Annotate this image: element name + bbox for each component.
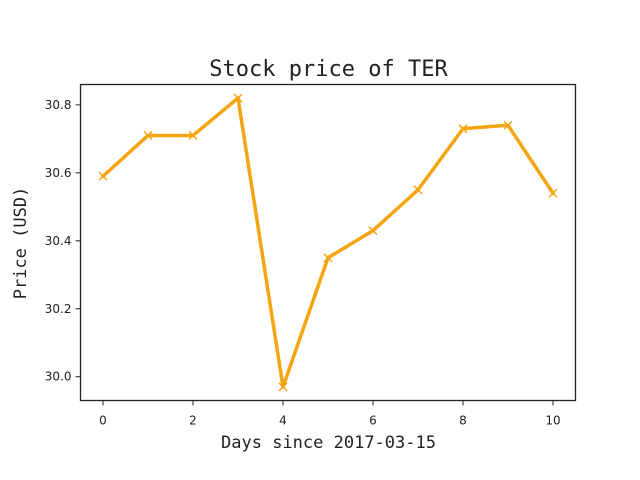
x-axis-label: Days since 2017-03-15: [221, 433, 436, 453]
chart-title: Stock price of TER: [209, 57, 448, 82]
y-tick-label: 30.4: [45, 234, 72, 248]
y-tick-label: 30.8: [45, 98, 72, 112]
x-tick-label: 8: [459, 414, 467, 428]
data-point-marker: [413, 185, 423, 195]
y-axis-label: Price (USD): [11, 187, 31, 300]
axis-ticks: 0 2 4 6 8 10 30.0 30.2 30.4 30.6 30.8: [45, 98, 561, 428]
y-tick-label: 30.6: [45, 166, 72, 180]
data-point-marker: [188, 130, 198, 140]
x-tick-label: 10: [545, 414, 560, 428]
plot-frame: [79, 83, 577, 402]
y-tick-label: 30.2: [45, 302, 72, 316]
data-point-marker: [278, 382, 288, 392]
series-line: [101, 96, 555, 389]
data-point-marker: [233, 93, 243, 103]
data-point-marker: [323, 253, 333, 263]
data-point-marker: [458, 124, 468, 134]
data-point-marker: [368, 226, 378, 236]
x-tick-label: 2: [189, 414, 197, 428]
y-tick-label: 30.0: [45, 370, 72, 384]
data-point-marker: [98, 171, 108, 181]
data-point-marker: [143, 130, 153, 140]
x-tick-label: 4: [279, 414, 287, 428]
data-point-marker: [548, 188, 558, 198]
x-tick-label: 6: [369, 414, 377, 428]
x-tick-label: 0: [99, 414, 107, 428]
series-layer: [98, 93, 558, 392]
data-point-marker: [503, 120, 513, 130]
